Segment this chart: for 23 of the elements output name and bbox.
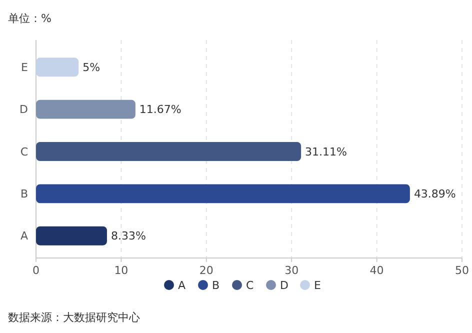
- x-tick-label: 0: [32, 264, 40, 277]
- data-label: 8.33%: [110, 230, 146, 243]
- y-tick-label: C: [20, 145, 28, 158]
- source-note: 数据来源：大数据研究中心: [8, 311, 140, 324]
- legend-label: E: [314, 278, 321, 292]
- x-tick-label: 10: [114, 264, 128, 277]
- legend-label: D: [280, 278, 288, 292]
- x-tick-label: 20: [199, 264, 214, 277]
- x-tick-label: 30: [284, 264, 299, 277]
- data-label: 31.11%: [305, 145, 348, 158]
- y-tick-label: D: [20, 103, 28, 116]
- data-label: 43.89%: [414, 188, 456, 201]
- legend-label: A: [178, 278, 186, 292]
- legend-label: B: [212, 278, 220, 292]
- y-tick-label: A: [20, 230, 28, 243]
- y-tick-label: E: [21, 60, 28, 74]
- legend-label: C: [246, 278, 254, 292]
- x-tick-label: 40: [370, 264, 384, 277]
- y-tick-label: B: [20, 188, 28, 201]
- data-label: 11.67%: [139, 103, 182, 116]
- x-tick-label: 50: [455, 264, 469, 277]
- text: 单位：%: [8, 12, 52, 25]
- data-label: 5%: [82, 60, 100, 74]
